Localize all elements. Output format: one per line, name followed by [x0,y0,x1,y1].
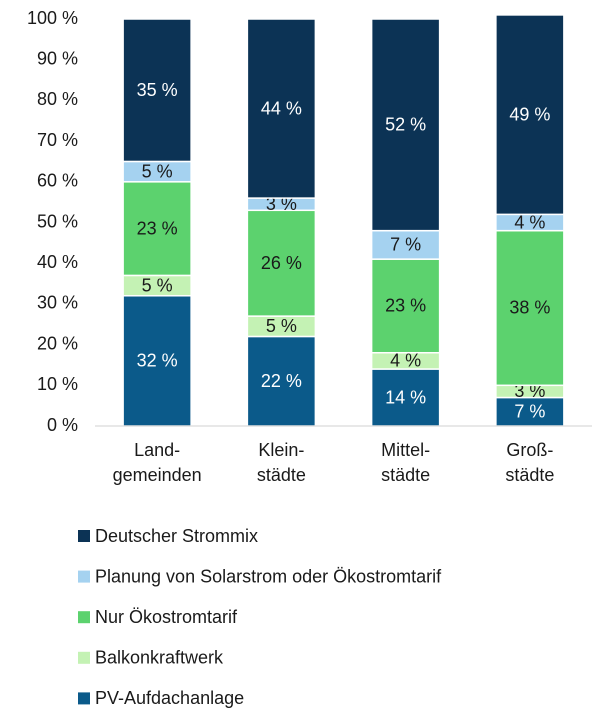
x-tick-label: Land- [134,440,180,460]
bar-segment [370,229,441,260]
bar-segment [370,18,441,232]
legend-label: PV-Aufdachanlage [95,688,244,708]
data-label: 14 % [385,387,426,407]
bar-segment [246,209,317,317]
legend-swatch [78,651,90,664]
data-label: 23 % [385,296,426,316]
data-label: 5 % [266,316,297,336]
bar-segment [495,229,565,387]
bar-segment [370,368,441,427]
data-label: 5 % [142,161,173,181]
y-tick-label: 10 % [37,374,78,394]
y-tick-label: 70 % [37,130,78,150]
legend-label: Balkonkraftwerk [95,648,224,668]
y-tick-label: 50 % [37,211,78,231]
x-tick-label: Klein- [258,440,304,460]
x-tick-label: gemeinden [113,465,202,485]
legend-label: Nur Ökostromtarif [95,607,238,627]
bar-segment [246,18,317,199]
legend-label: Deutscher Strommix [95,526,258,546]
y-tick-label: 0 % [47,415,78,435]
data-label: 4 % [514,212,545,232]
x-tick-label: städte [257,465,306,485]
bar-segment [370,258,441,354]
data-label: 22 % [261,371,302,391]
legend-swatch [78,570,90,583]
data-label: 3 % [514,381,545,401]
y-tick-label: 20 % [37,333,78,353]
y-tick-label: 90 % [37,48,78,68]
data-label: 4 % [390,351,421,371]
data-label: 32 % [137,351,178,371]
data-label: 5 % [142,275,173,295]
data-label: 23 % [137,218,178,238]
data-label: 7 % [514,402,545,422]
data-label: 52 % [385,115,426,135]
x-tick-label: Mittel- [381,440,430,460]
legend-swatch [78,530,90,542]
bar-segment [122,18,192,163]
y-tick-label: 40 % [37,252,78,272]
bar-segment [495,14,565,216]
data-label: 49 % [509,104,550,124]
data-label: 44 % [261,98,302,118]
y-tick-label: 60 % [37,171,78,191]
data-label: 38 % [509,298,550,318]
y-tick-label: 30 % [37,293,78,313]
x-tick-label: städte [381,465,430,485]
y-tick-label: 100 % [27,8,78,28]
x-tick-label: städte [505,465,554,485]
data-label: 35 % [137,80,178,100]
legend-swatch [78,692,90,705]
y-tick-label: 80 % [37,89,78,109]
data-label: 7 % [390,235,421,255]
data-label: 3 % [266,194,297,214]
legend-label: Planung von Solarstrom oder Ökostromtari… [95,566,442,586]
x-tick-label: Groß- [506,440,553,460]
legend-swatch [78,611,90,624]
data-label: 26 % [261,253,302,273]
bar-segment [122,295,192,427]
